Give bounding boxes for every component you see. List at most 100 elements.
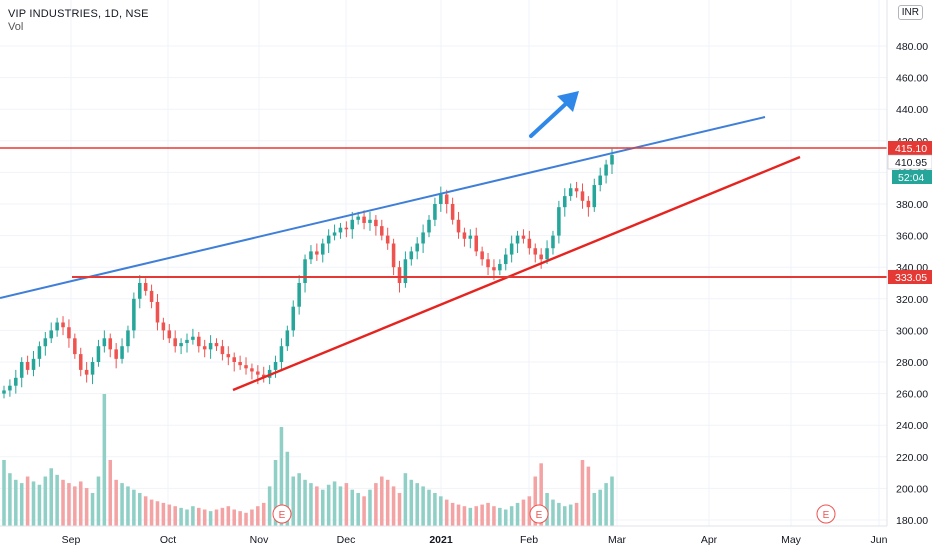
- x-tick-label: Nov: [250, 534, 269, 546]
- volume-bar: [303, 479, 307, 526]
- volume-bar: [344, 483, 349, 526]
- chart-title: VIP INDUSTRIES, 1D, NSE: [8, 8, 149, 20]
- volume-bar: [320, 489, 325, 526]
- candle: [521, 229, 526, 244]
- volume-bar: [563, 506, 567, 526]
- volume-bar: [509, 506, 514, 526]
- y-tick-label: 180.00: [896, 515, 928, 527]
- last-price-text: 410.95: [895, 157, 927, 169]
- candle: [409, 246, 414, 266]
- candle: [309, 245, 313, 265]
- candle: [143, 278, 148, 296]
- up-arrow-annotation: [529, 91, 579, 138]
- candle: [303, 254, 307, 293]
- x-tick-label: Dec: [337, 534, 356, 546]
- volume-bar: [191, 506, 195, 526]
- y-tick-label: 480.00: [896, 41, 928, 53]
- candle: [362, 210, 366, 230]
- candle: [598, 167, 602, 192]
- volume-bar: [61, 479, 65, 526]
- candle: [374, 215, 378, 236]
- candle: [67, 319, 71, 348]
- y-tick-label: 200.00: [896, 483, 928, 495]
- candle: [444, 189, 449, 214]
- volume-bar: [256, 506, 260, 526]
- candle: [61, 316, 65, 336]
- volume-bar: [149, 499, 154, 526]
- volume-bar: [492, 506, 496, 526]
- candle: [179, 338, 183, 355]
- volume-bar: [415, 483, 419, 526]
- volume-bar: [444, 499, 449, 526]
- volume-bar: [37, 484, 42, 526]
- volume-bar: [480, 504, 484, 526]
- candle: [226, 346, 231, 366]
- y-tick-label: 320.00: [896, 294, 928, 306]
- candle: [486, 252, 490, 276]
- candle: [25, 355, 30, 375]
- candle: [315, 243, 319, 261]
- candle: [563, 188, 567, 217]
- y-tick-label: 280.00: [896, 357, 928, 369]
- time-axis[interactable]: Sep Oct Nov Dec 2021 Feb Mar Apr May Jun: [62, 534, 888, 546]
- candle: [19, 357, 24, 388]
- volume-bar: [421, 486, 425, 526]
- volume-bar: [173, 506, 177, 526]
- candle: [31, 350, 36, 377]
- candle: [503, 248, 508, 271]
- volume-bar: [73, 486, 77, 526]
- earnings-marker[interactable]: E: [816, 504, 836, 524]
- candle: [8, 379, 12, 397]
- candle: [238, 355, 242, 370]
- candle: [132, 292, 136, 339]
- candle: [450, 197, 455, 225]
- volume-bar: [102, 394, 107, 526]
- candle: [557, 200, 561, 244]
- x-tick-label: May: [781, 534, 802, 546]
- candle: [173, 330, 177, 353]
- volume-bar: [8, 473, 12, 526]
- candle: [297, 275, 301, 315]
- volume-bar: [78, 481, 83, 526]
- earnings-marker[interactable]: E: [272, 504, 292, 524]
- volume-bar: [368, 489, 372, 526]
- upper-trend-line[interactable]: [0, 116, 766, 299]
- volume-bar: [273, 460, 278, 526]
- earnings-marker[interactable]: E: [529, 504, 549, 524]
- volume-bar: [362, 496, 366, 526]
- volume-bar: [356, 493, 360, 526]
- volume-bar: [309, 483, 313, 526]
- candle: [214, 338, 219, 351]
- volume-bar: [167, 504, 172, 526]
- candle: [391, 238, 396, 276]
- currency-badge[interactable]: INR: [897, 5, 923, 20]
- volume-bar: [84, 488, 89, 526]
- candle: [380, 219, 384, 241]
- volume-bar: [592, 493, 597, 526]
- candle: [403, 251, 408, 288]
- support-price-tag: 333.05: [888, 270, 932, 284]
- candle: [592, 178, 597, 212]
- candle: [261, 366, 266, 383]
- resistance-price-tag: 415.10: [888, 141, 932, 155]
- x-tick-label: Mar: [608, 534, 627, 546]
- candle: [96, 339, 101, 367]
- x-tick-label: Oct: [160, 534, 176, 546]
- candle: [439, 186, 443, 212]
- y-tick-label: 260.00: [896, 389, 928, 401]
- candle: [279, 338, 284, 372]
- candle: [604, 159, 608, 184]
- candle: [114, 343, 118, 369]
- volume-bar: [67, 483, 71, 526]
- volume-bar: [214, 509, 219, 526]
- candle: [285, 325, 290, 351]
- volume-bar: [25, 476, 30, 526]
- countdown-text: 52:04: [898, 172, 924, 184]
- volume-bar: [374, 483, 378, 526]
- lower-trend-line[interactable]: [232, 155, 801, 392]
- volume-bar: [580, 460, 585, 526]
- x-tick-label: Jun: [871, 534, 888, 546]
- candle: [232, 352, 236, 372]
- candle: [167, 324, 172, 344]
